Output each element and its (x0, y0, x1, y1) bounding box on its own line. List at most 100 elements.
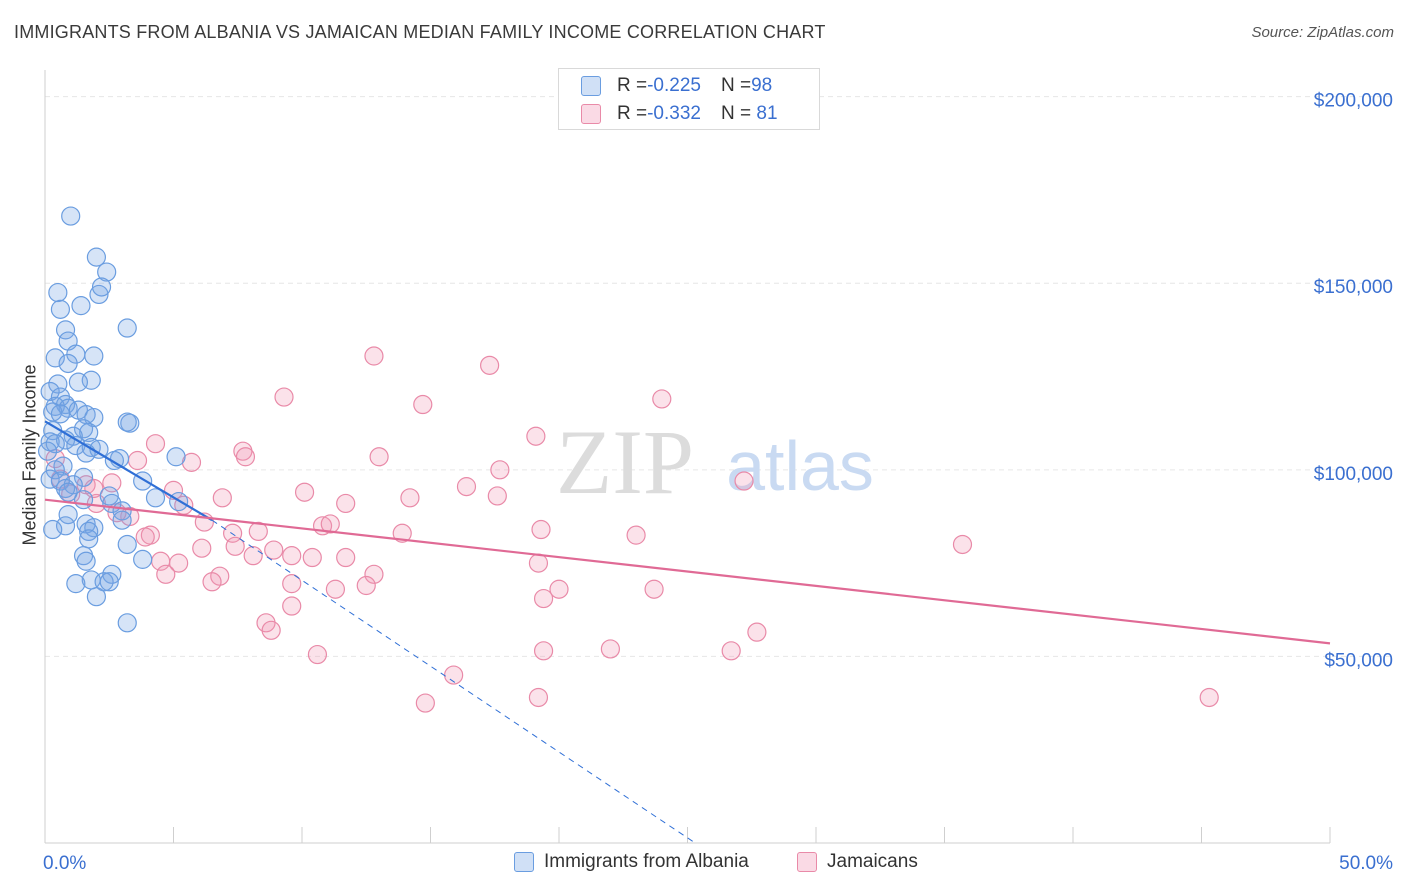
albania-point-0[interactable] (61, 206, 81, 226)
jamaicans-point-47[interactable] (952, 534, 973, 555)
jamaicans-point-12[interactable] (490, 460, 510, 480)
jamaicans-point-35[interactable] (135, 527, 155, 547)
albania-point-3[interactable] (48, 282, 68, 303)
jamaicans-point-9[interactable] (369, 447, 389, 467)
albania-point-39[interactable] (37, 441, 58, 461)
albania-point-1[interactable] (86, 247, 107, 267)
albania-point-77[interactable] (86, 587, 107, 607)
albania-point-8[interactable] (117, 318, 137, 338)
n-label: N = (720, 75, 752, 96)
jamaicans-point-63[interactable] (533, 641, 554, 661)
jamaicans-point-55[interactable] (549, 579, 569, 599)
jamaicans-point-54[interactable] (325, 579, 346, 599)
jamaicans-point-2[interactable] (274, 387, 294, 407)
jamaicans-point-53[interactable] (356, 575, 376, 596)
albania-point-67[interactable] (79, 529, 99, 549)
legend-item-albania[interactable]: Immigrants from Albania (514, 851, 749, 873)
albania-point-14[interactable] (58, 353, 78, 374)
albania-point-6[interactable] (50, 299, 71, 319)
albania-point-54[interactable] (99, 486, 119, 506)
jamaicans-point-50[interactable] (364, 564, 384, 584)
jamaicans-point-33[interactable] (248, 521, 268, 542)
jamaicans-point-69[interactable] (1199, 687, 1219, 708)
jamaicans-point-68[interactable] (415, 693, 435, 713)
jamaicans-point-17[interactable] (456, 477, 477, 497)
jamaicans-point-38[interactable] (192, 538, 212, 558)
jamaicans-point-42[interactable] (302, 547, 322, 568)
albania-point-5[interactable] (71, 296, 91, 316)
jamaicans-point-67[interactable] (528, 687, 549, 708)
albania-point-78[interactable] (117, 613, 137, 633)
jamaicans-point-58[interactable] (282, 596, 302, 616)
albania-point-9[interactable] (55, 320, 76, 340)
albania-point-17[interactable] (68, 372, 89, 392)
jamaicans-point-48[interactable] (156, 564, 176, 584)
jamaicans-point-19[interactable] (294, 482, 315, 502)
jamaicans-point-60[interactable] (261, 620, 281, 640)
jamaicans-point-64[interactable] (721, 641, 741, 661)
albania-point-12[interactable] (84, 346, 104, 366)
jamaicans-point-39[interactable] (264, 540, 284, 560)
jamaicans-point-4[interactable] (652, 389, 672, 409)
albania-point-47[interactable] (73, 467, 94, 487)
albania-point-2[interactable] (97, 262, 117, 282)
albania-point-7[interactable] (91, 277, 112, 297)
albania-point-72[interactable] (102, 564, 122, 584)
albania-point-63[interactable] (55, 516, 76, 536)
albania-point-66[interactable] (43, 519, 63, 540)
jamaicans-point-43[interactable] (336, 547, 356, 568)
jamaicans-point-65[interactable] (307, 644, 328, 665)
jamaicans-point-29[interactable] (392, 523, 412, 543)
jamaicans-point-1[interactable] (480, 355, 500, 375)
albania-point-25[interactable] (50, 404, 71, 424)
jamaicans-point-51[interactable] (282, 574, 302, 594)
jamaicans-point-46[interactable] (528, 553, 549, 573)
jamaicans-point-37[interactable] (225, 536, 245, 556)
albania-point-75[interactable] (66, 574, 86, 594)
jamaicans-point-13[interactable] (734, 471, 754, 491)
albania-point-44[interactable] (166, 447, 186, 467)
albania-point-65[interactable] (79, 521, 99, 542)
albania-point-64[interactable] (84, 518, 104, 538)
albania-point-71[interactable] (76, 551, 96, 571)
jamaicans-point-8[interactable] (235, 447, 256, 467)
albania-point-31[interactable] (79, 422, 99, 443)
albania-point-36[interactable] (45, 434, 65, 454)
albania-point-70[interactable] (133, 549, 153, 569)
jamaicans-point-22[interactable] (212, 488, 232, 508)
albania-point-68[interactable] (117, 534, 137, 555)
jamaicans-point-31[interactable] (626, 525, 646, 545)
jamaicans-point-21[interactable] (400, 488, 420, 508)
jamaicans-point-52[interactable] (202, 572, 222, 592)
albania-point-61[interactable] (112, 510, 132, 530)
jamaicans-point-40[interactable] (243, 546, 263, 566)
jamaicans-point-6[interactable] (145, 434, 166, 454)
jamaicans-point-3[interactable] (413, 394, 433, 415)
albania-point-46[interactable] (45, 460, 65, 480)
jamaicans-point-45[interactable] (169, 553, 189, 573)
jamaicans-point-28[interactable] (320, 514, 340, 534)
jamaicans-point-56[interactable] (644, 579, 664, 599)
albania-point-29[interactable] (73, 419, 94, 439)
albania-point-4[interactable] (89, 284, 109, 305)
jamaicans-point-20[interactable] (487, 486, 507, 506)
albania-point-40[interactable] (89, 439, 109, 459)
legend-item-jamaicans[interactable]: Jamaicans (797, 851, 918, 873)
albania-point-60[interactable] (58, 505, 78, 525)
albania-point-32[interactable] (117, 412, 137, 432)
jamaicans-point-0[interactable] (364, 346, 384, 366)
jamaicans-point-30[interactable] (531, 519, 551, 540)
jamaicans-point-10[interactable] (127, 450, 148, 471)
albania-point-55[interactable] (145, 488, 166, 508)
albania-point-74[interactable] (94, 572, 114, 592)
jamaicans-point-62[interactable] (600, 639, 621, 659)
jamaicans-point-41[interactable] (282, 546, 302, 566)
jamaicans-point-24[interactable] (336, 493, 356, 514)
jamaicans-point-5[interactable] (526, 426, 546, 446)
albania-point-24[interactable] (43, 402, 63, 422)
albania-point-18[interactable] (40, 381, 60, 402)
jamaicans-point-61[interactable] (747, 622, 767, 642)
jamaicans-point-57[interactable] (533, 588, 554, 609)
albania-point-56[interactable] (73, 490, 94, 510)
albania-point-76[interactable] (99, 572, 119, 592)
